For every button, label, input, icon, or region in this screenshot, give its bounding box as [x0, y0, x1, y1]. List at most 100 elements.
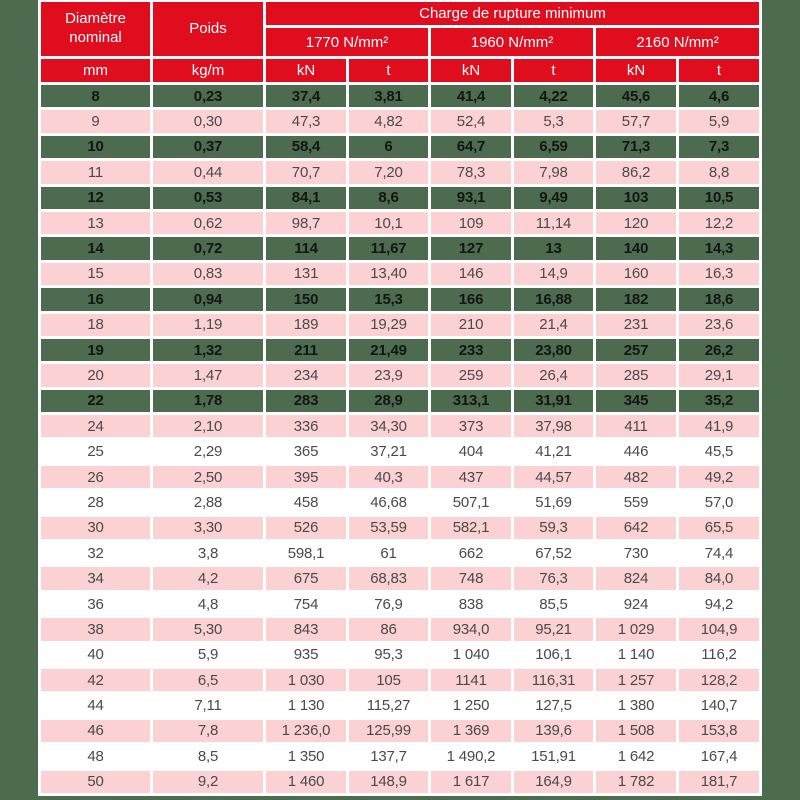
cell-diameter: 44	[41, 694, 150, 717]
cell-value: 49,2	[679, 465, 759, 489]
table-row: 16 0,94 150 15,3 166 16,88 182 18,6	[41, 288, 759, 311]
cell-value: 0,94	[153, 288, 263, 311]
cell-value: 58,4	[266, 135, 346, 159]
cell-value: 9,2	[153, 770, 263, 793]
cell-value: 2,10	[153, 415, 263, 438]
cell-value: 182	[596, 288, 676, 311]
cell-value: 404	[431, 440, 511, 463]
cell-value: 71,3	[596, 135, 676, 159]
cell-value: 935	[266, 643, 346, 666]
cell-value: 0,62	[153, 211, 263, 235]
cell-value: 59,3	[514, 516, 593, 540]
header-row-title: Diamètre nominal Poids Charge de rupture…	[41, 2, 759, 56]
cell-value: 662	[431, 542, 511, 565]
cell-value: 41,9	[679, 415, 759, 438]
cell-value: 6	[349, 135, 428, 159]
header-row-units: mm kg/m kN t kN t kN t	[41, 59, 759, 82]
cell-value: 924	[596, 592, 676, 616]
table-row: 46 7,8 1 236,0 125,99 1 369 139,6 1 508 153,8	[41, 719, 759, 743]
cell-value: 26,2	[679, 338, 759, 362]
cell-diameter: 42	[41, 668, 150, 692]
table-row: 30 3,30 526 53,59 582,1 59,3 642 65,5	[41, 516, 759, 540]
table-row: 44 7,11 1 130 115,27 1 250 127,5 1 380 140,7	[41, 694, 759, 717]
cell-value: 1 029	[596, 618, 676, 641]
header-diameter-nominal: Diamètre nominal	[41, 2, 150, 56]
cell-value: 1 508	[596, 719, 676, 743]
cell-value: 41,21	[514, 440, 593, 463]
cell-diameter: 40	[41, 643, 150, 666]
cell-value: 4,8	[153, 592, 263, 616]
header-class-1960: 1960 N/mm²	[431, 28, 593, 56]
cell-value: 103	[596, 186, 676, 209]
cell-diameter: 30	[41, 516, 150, 540]
cell-value: 507,1	[431, 491, 511, 514]
cell-diameter: 9	[41, 110, 150, 133]
table-row: 11 0,44 70,7 7,20 78,3 7,98 86,2 8,8	[41, 161, 759, 184]
cell-value: 57,0	[679, 491, 759, 514]
table-header: Diamètre nominal Poids Charge de rupture…	[41, 2, 759, 82]
cell-value: 0,30	[153, 110, 263, 133]
cell-value: 98,7	[266, 211, 346, 235]
cell-value: 16,3	[679, 262, 759, 286]
cell-value: 482	[596, 465, 676, 489]
cell-value: 7,98	[514, 161, 593, 184]
cell-value: 730	[596, 542, 676, 565]
cell-value: 21,4	[514, 313, 593, 336]
cell-value: 95,21	[514, 618, 593, 641]
cell-value: 40,3	[349, 465, 428, 489]
header-class-1770: 1770 N/mm²	[266, 28, 428, 56]
cell-value: 1 642	[596, 745, 676, 768]
header-charge-title: Charge de rupture minimum	[266, 2, 759, 25]
cell-diameter: 11	[41, 161, 150, 184]
cell-value: 0,72	[153, 237, 263, 260]
header-weight: Poids	[153, 2, 263, 56]
cell-value: 76,3	[514, 567, 593, 590]
cell-diameter: 50	[41, 770, 150, 793]
cell-value: 2,88	[153, 491, 263, 514]
cell-value: 41,4	[431, 85, 511, 108]
cell-value: 1,19	[153, 313, 263, 336]
cell-value: 35,2	[679, 389, 759, 413]
cell-value: 166	[431, 288, 511, 311]
cell-value: 51,69	[514, 491, 593, 514]
cell-value: 127,5	[514, 694, 593, 717]
cell-value: 843	[266, 618, 346, 641]
table-row: 19 1,32 211 21,49 233 23,80 257 26,2	[41, 338, 759, 362]
cell-value: 15,3	[349, 288, 428, 311]
cell-value: 10,5	[679, 186, 759, 209]
cell-diameter: 20	[41, 364, 150, 387]
table-row: 18 1,19 189 19,29 210 21,4 231 23,6	[41, 313, 759, 336]
table-row: 36 4,8 754 76,9 838 85,5 924 94,2	[41, 592, 759, 616]
cell-value: 3,30	[153, 516, 263, 540]
cell-value: 23,6	[679, 313, 759, 336]
cell-value: 116,31	[514, 668, 593, 692]
cell-value: 47,3	[266, 110, 346, 133]
cell-value: 146	[431, 262, 511, 286]
cell-value: 151,91	[514, 745, 593, 768]
cell-value: 7,11	[153, 694, 263, 717]
cell-value: 1 350	[266, 745, 346, 768]
cell-diameter: 15	[41, 262, 150, 286]
cell-value: 164,9	[514, 770, 593, 793]
cell-value: 85,5	[514, 592, 593, 616]
cell-value: 642	[596, 516, 676, 540]
cell-value: 46,68	[349, 491, 428, 514]
cell-value: 1 490,2	[431, 745, 511, 768]
table-row: 50 9,2 1 460 148,9 1 617 164,9 1 782 181,7	[41, 770, 759, 793]
cell-value: 19,29	[349, 313, 428, 336]
cell-value: 675	[266, 567, 346, 590]
cell-value: 1,78	[153, 389, 263, 413]
header-class-2160: 2160 N/mm²	[596, 28, 759, 56]
unit-kn-1770: kN	[266, 59, 346, 82]
table-row: 28 2,88 458 46,68 507,1 51,69 559 57,0	[41, 491, 759, 514]
table-row: 10 0,37 58,4 6 64,7 6,59 71,3 7,3	[41, 135, 759, 159]
cell-value: 1 130	[266, 694, 346, 717]
cell-value: 116,2	[679, 643, 759, 666]
cell-diameter: 36	[41, 592, 150, 616]
cell-diameter: 48	[41, 745, 150, 768]
cell-value: 94,2	[679, 592, 759, 616]
cell-value: 115,27	[349, 694, 428, 717]
cell-value: 7,8	[153, 719, 263, 743]
cell-value: 78,3	[431, 161, 511, 184]
cell-value: 18,6	[679, 288, 759, 311]
